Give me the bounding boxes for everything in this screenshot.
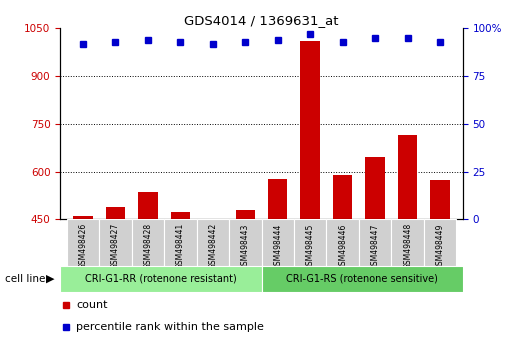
Bar xyxy=(132,219,164,266)
Bar xyxy=(106,207,125,219)
Bar xyxy=(197,219,229,266)
Bar xyxy=(359,219,391,266)
Text: GDS4014 / 1369631_at: GDS4014 / 1369631_at xyxy=(184,14,339,27)
Text: GSM498444: GSM498444 xyxy=(273,223,282,269)
Text: GSM498441: GSM498441 xyxy=(176,223,185,269)
Text: GSM498428: GSM498428 xyxy=(143,223,152,269)
Bar xyxy=(73,216,93,219)
Bar xyxy=(333,175,353,219)
Bar xyxy=(60,266,262,292)
Bar xyxy=(301,41,320,219)
Bar xyxy=(268,179,288,219)
Text: GSM498427: GSM498427 xyxy=(111,223,120,269)
Text: CRI-G1-RR (rotenone resistant): CRI-G1-RR (rotenone resistant) xyxy=(85,274,237,284)
Bar xyxy=(99,219,132,266)
Bar xyxy=(138,193,157,219)
Text: GSM498443: GSM498443 xyxy=(241,223,250,269)
Bar xyxy=(164,219,197,266)
Text: GSM498446: GSM498446 xyxy=(338,223,347,269)
Text: percentile rank within the sample: percentile rank within the sample xyxy=(76,321,264,332)
Bar xyxy=(235,210,255,219)
Bar xyxy=(326,219,359,266)
Bar xyxy=(391,219,424,266)
Text: ▶: ▶ xyxy=(47,274,55,284)
Text: GSM498448: GSM498448 xyxy=(403,223,412,269)
Bar xyxy=(170,212,190,219)
Bar xyxy=(294,219,326,266)
Text: GSM498449: GSM498449 xyxy=(436,223,445,269)
Bar xyxy=(66,219,99,266)
Text: cell line: cell line xyxy=(5,274,46,284)
Bar xyxy=(229,219,262,266)
Text: GSM498447: GSM498447 xyxy=(371,223,380,269)
Text: GSM498445: GSM498445 xyxy=(306,223,315,269)
Text: GSM498442: GSM498442 xyxy=(208,223,217,269)
Bar xyxy=(430,179,450,219)
Text: count: count xyxy=(76,300,108,310)
Bar xyxy=(262,266,463,292)
Text: GSM498426: GSM498426 xyxy=(78,223,87,269)
Text: CRI-G1-RS (rotenone sensitive): CRI-G1-RS (rotenone sensitive) xyxy=(286,274,438,284)
Bar xyxy=(262,219,294,266)
Bar xyxy=(424,219,457,266)
Bar xyxy=(398,135,417,219)
Bar xyxy=(366,157,385,219)
